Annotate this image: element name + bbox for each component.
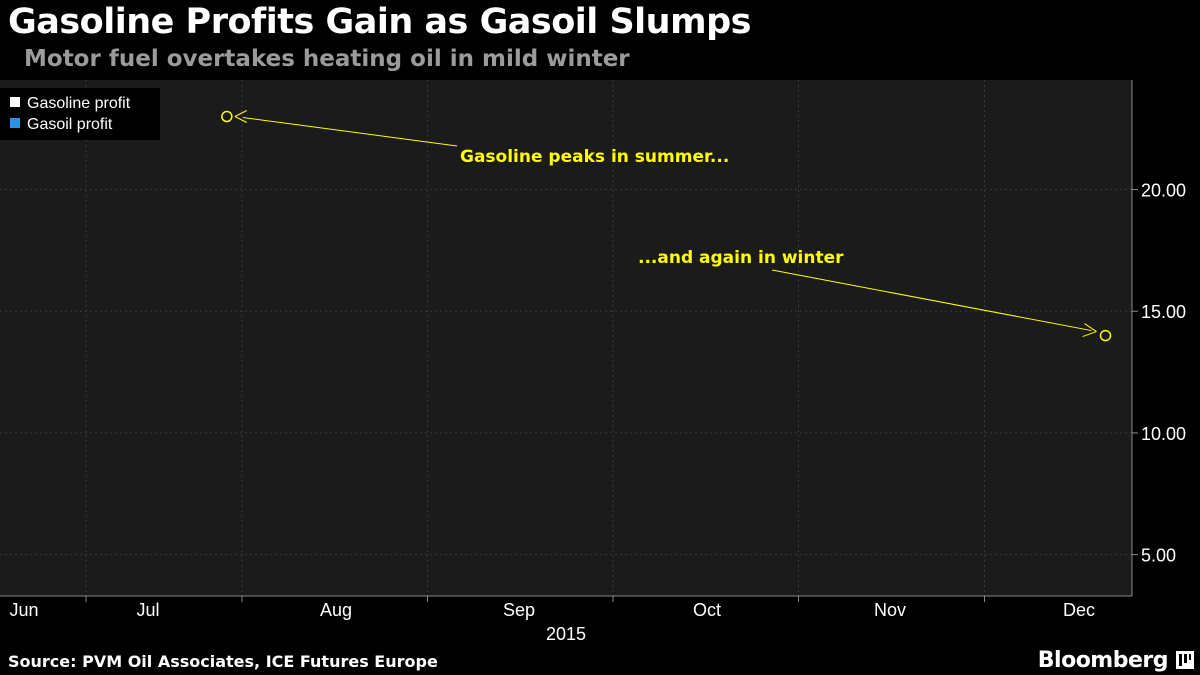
- plot-area: [0, 80, 1132, 596]
- y-tick-label: 20.00: [1141, 181, 1186, 201]
- legend: Gasoline profit Gasoil profit: [0, 88, 160, 140]
- x-tick-label: Jul: [136, 600, 159, 620]
- y-tick-label: 5.00: [1141, 546, 1176, 566]
- y-axis-ticks: 5.00 10.00 15.00 20.00: [1132, 181, 1186, 566]
- vertical-gridlines: [85, 80, 985, 602]
- x-tick-label: Nov: [874, 600, 906, 620]
- x-axis-ticks: Jun Jul Aug Sep Oct Nov Dec: [9, 600, 1095, 620]
- y-tick-label: 10.00: [1141, 424, 1186, 444]
- annotation-marker-summer: [221, 110, 233, 123]
- legend-swatch-gasoline: [10, 97, 20, 107]
- annotation-label-winter: ...and again in winter: [638, 248, 844, 268]
- line-chart: 5.00 10.00 15.00 20.00 Jun Jul Aug Sep Oct Nov De…: [0, 80, 1186, 644]
- annotation-marker-winter: [1099, 329, 1112, 342]
- legend-box: [0, 88, 160, 140]
- annotation-label-summer: Gasoline peaks in summer...: [460, 147, 729, 167]
- annotation-arrowhead-summer: [234, 110, 248, 123]
- legend-label-gasoline: Gasoline profit: [27, 95, 131, 112]
- chart-title: Gasoline Profits Gain as Gasoil Slumps: [8, 2, 751, 42]
- x-tick-label: Aug: [320, 600, 352, 620]
- annotation-arrow-summer: [242, 117, 458, 147]
- annotation-arrowhead-winter: [1082, 323, 1097, 338]
- terminal-icon: [1176, 651, 1194, 669]
- source-note: Source: PVM Oil Associates, ICE Futures …: [8, 652, 438, 671]
- y-tick-label: 15.00: [1141, 302, 1186, 322]
- annotations: Gasoline peaks in summer... ...and again …: [221, 110, 1112, 342]
- horizontal-gridlines: [0, 189, 1132, 556]
- x-tick-label: Oct: [693, 600, 721, 620]
- brand-logo: Bloomberg: [1037, 648, 1169, 673]
- annotation-arrow-winter: [771, 269, 1092, 332]
- x-axis-label: 2015: [546, 624, 586, 644]
- chart-subtitle: Motor fuel overtakes heating oil in mild…: [24, 46, 630, 72]
- legend-label-gasoil: Gasoil profit: [27, 116, 113, 133]
- x-tick-label: Jun: [9, 600, 38, 620]
- footer: Source: PVM Oil Associates, ICE Futures …: [0, 648, 1200, 675]
- x-tick-label: Dec: [1063, 600, 1095, 620]
- legend-swatch-gasoil: [10, 118, 20, 128]
- x-tick-label: Sep: [503, 600, 535, 620]
